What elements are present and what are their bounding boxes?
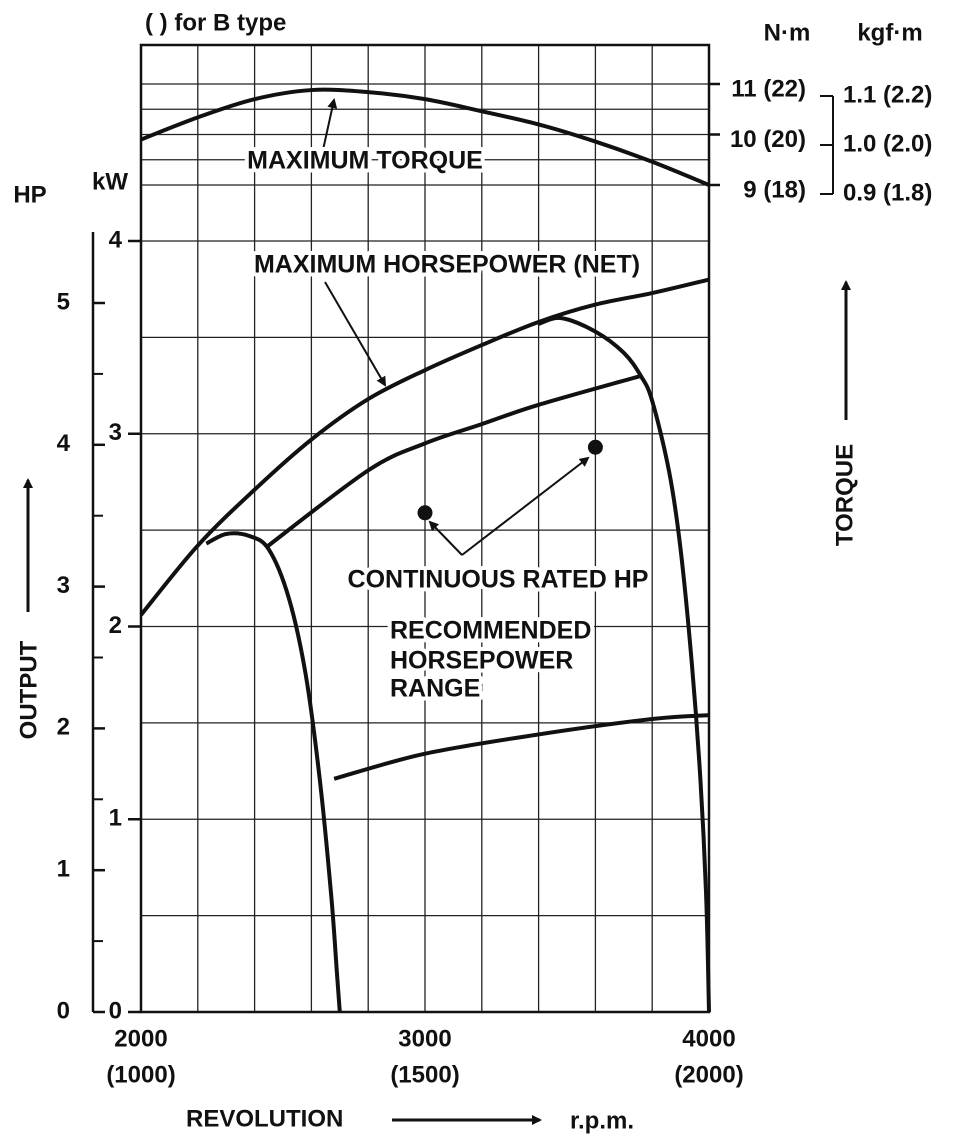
torque-annotation: MAXIMUM TORQUE [247,147,483,175]
curves [139,87,711,1013]
nm-unit: N·m [764,19,811,46]
hp-unit: HP [13,181,46,208]
y-tick-label: 2 [109,612,122,639]
kgf-unit: kgf·m [857,19,922,46]
x2-tick-label: (1000) [106,1061,175,1088]
y-tick-label: 4 [109,226,123,253]
plot-frame [139,43,711,1014]
rated-point [587,439,603,455]
hp-annotation: MAXIMUM HORSEPOWER (NET) [254,251,640,279]
y4-tick-label: 1.0 (2.0) [843,130,932,157]
hp-tick-label: 4 [57,430,71,457]
rated-pointer [428,520,463,556]
chart-title: ( ) for B type [145,9,286,36]
x-axis-unit: r.p.m. [570,1107,634,1134]
x2-tick-label: (2000) [674,1061,743,1088]
hp-tick-label: 1 [57,856,70,883]
rated-pointer [461,456,590,556]
y2-tick-label: 9 (18) [743,176,806,203]
hp-tick-label: 2 [57,714,70,741]
y4-tick-label: 1.1 (2.2) [843,81,932,108]
torque-pointer [322,98,338,151]
y-axis-title: OUTPUT [15,640,42,739]
hp-tick-label: 5 [57,288,70,315]
x-tick-label: 4000 [682,1025,735,1052]
series-line [139,277,710,617]
y2-axis-title: TORQUE [831,444,858,546]
ticks: 2000 3000 4000 (1000) (1500) (2000) 0 1 2 3 4 0 1 2 3 4… [57,75,933,1088]
hp-tick-label: 3 [57,572,70,599]
y2-tick-label: 11 (22) [731,75,806,102]
hp-tick-label: 0 [57,997,70,1024]
x-tick-label: 2000 [114,1025,167,1052]
series-line [205,315,711,1013]
x2-tick-label: (1500) [390,1061,459,1088]
series-line [140,87,710,187]
hp-pointer [324,281,387,387]
kw-unit: kW [92,168,128,195]
rated-point [417,505,433,521]
y4-tick-label: 0.9 (1.8) [843,179,932,206]
y-tick-label: 1 [109,805,122,832]
grid [140,45,710,1013]
y-tick-label: 0 [109,997,122,1024]
range-annotation: RANGE [390,675,480,703]
y2-tick-label: 10 (20) [730,126,806,153]
x-tick-label: 3000 [398,1025,451,1052]
y-tick-label: 3 [109,419,122,446]
range-annotation: RECOMMENDED [390,617,591,645]
rated-annotation: CONTINUOUS RATED HP [348,566,649,594]
x-axis-title: REVOLUTION [186,1105,343,1132]
range-annotation: HORSEPOWER [390,647,573,675]
